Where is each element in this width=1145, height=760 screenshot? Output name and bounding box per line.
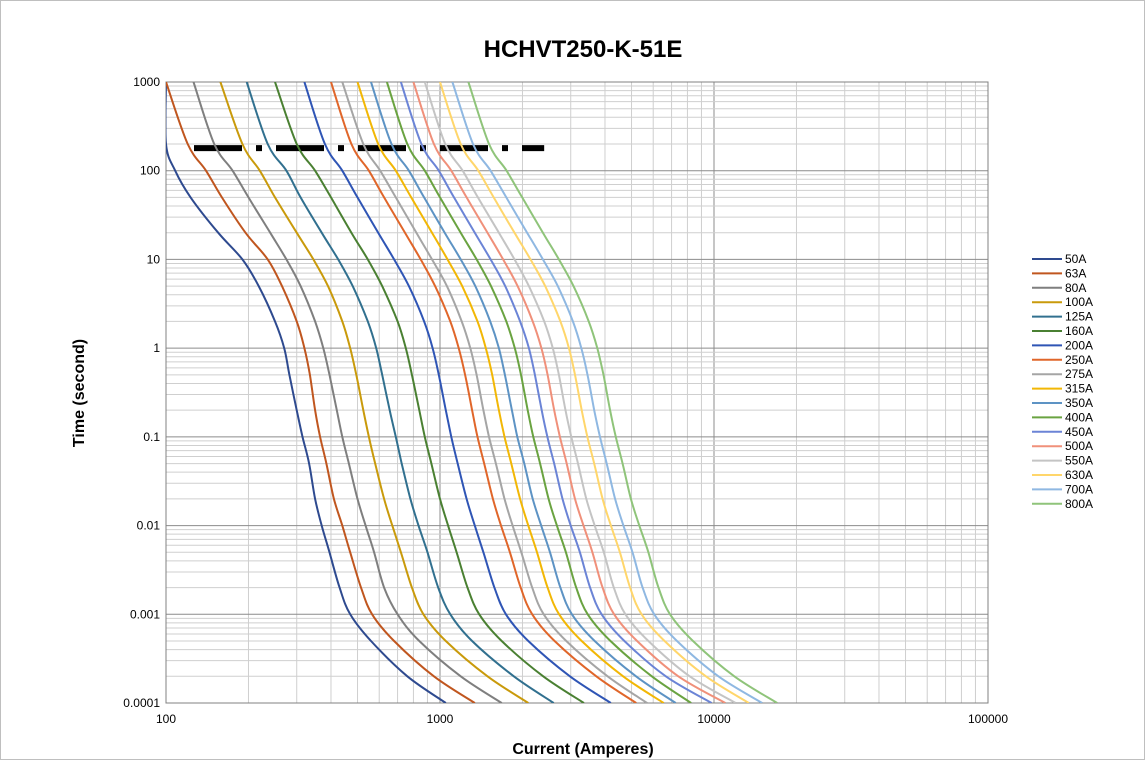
legend-label: 160A [1065,324,1093,338]
y-tick-labels: 0.0001 0.001 0.01 0.1 1 10 100 1000 [123,75,160,710]
y-tick-label: 1 [153,341,160,355]
x-tick-label: 1000 [427,712,454,726]
plot-border [165,81,989,704]
legend-label: 63A [1065,266,1086,280]
legend-label: 630A [1065,468,1093,482]
series-curve-160A [274,82,585,703]
legend-label: 275A [1065,367,1093,381]
series-curve-50A [166,82,447,703]
y-tick-label: 1000 [133,75,160,89]
x-tick-label: 100 [156,712,176,726]
series-curve-315A [356,82,665,703]
x-tick-label: 100000 [968,712,1008,726]
series-curve-100A [219,82,529,703]
legend-label: 315A [1065,382,1093,396]
series-curve-500A [412,82,726,703]
x-axis-title: Current (Amperes) [512,741,653,758]
series-curve-700A [451,82,763,703]
y-tick-label: 0.001 [130,607,160,621]
series-curve-630A [439,82,750,703]
y-tick-label: 100 [140,164,160,178]
series-curve-400A [385,82,692,703]
legend-label: 50A [1065,252,1086,266]
x-tick-labels: 100 1000 10000 100000 [156,712,1008,726]
series-curve-450A [399,82,713,703]
legend-label: 250A [1065,353,1093,367]
series-curve-125A [245,82,555,703]
series-curve-80A [192,82,503,703]
legend-label: 350A [1065,396,1093,410]
series-curve-275A [341,82,648,703]
legend-label: 800A [1065,497,1093,511]
legend-label: 125A [1065,310,1093,324]
y-axis-title: Time (second) [71,339,88,447]
x-tick-label: 10000 [697,712,731,726]
y-tick-label: 0.0001 [123,696,160,710]
series-curve-250A [330,82,637,703]
y-tick-label: 10 [147,252,161,266]
legend-label: 550A [1065,454,1093,468]
legend-label: 450A [1065,425,1093,439]
legend-label: 700A [1065,482,1093,496]
legend-label: 200A [1065,338,1093,352]
y-tick-label: 0.1 [143,430,160,444]
legend-label: 500A [1065,439,1093,453]
series-curve-200A [303,82,612,703]
legend-label: 400A [1065,410,1093,424]
chart-title: HCHVT250-K-51E [484,36,683,63]
series-layer [166,82,778,703]
series-curve-350A [370,82,677,703]
series-curve-550A [423,82,737,703]
legend-label: 100A [1065,295,1093,309]
legend: 50A63A80A100A125A160A200A250A275A315A350… [1032,252,1093,511]
series-curve-63A [166,82,476,703]
legend-label: 80A [1065,281,1086,295]
y-tick-label: 0.01 [137,519,161,533]
series-curve-800A [467,82,778,703]
